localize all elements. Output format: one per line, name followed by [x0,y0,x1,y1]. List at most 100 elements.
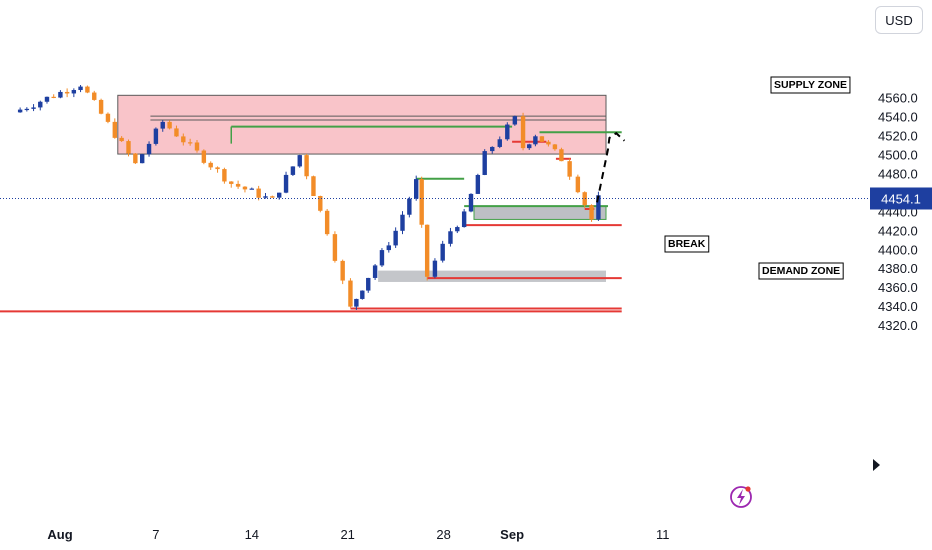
currency-button[interactable]: USD [875,6,923,34]
candle-body [596,195,601,220]
candle-body [455,227,460,232]
candle-body [85,86,90,93]
candle-body [372,265,378,278]
candle-body [490,146,495,152]
candle-body [167,121,172,129]
candle-body [242,186,248,190]
supply-zone-label-box [770,76,851,94]
candle-body [424,224,430,277]
candle-body [340,260,345,281]
x-tick-label: 28 [436,527,450,542]
candle-body [222,169,227,182]
candle-body [366,277,371,291]
break-label: BREAK [668,238,706,250]
candle-body [270,196,275,198]
gray-zone-rect [378,270,606,282]
candle-body [575,176,581,193]
supply-zone-label: SUPPLY ZONE [774,79,847,91]
candle-body [160,121,165,129]
candle-body [360,290,365,299]
candle-body [119,137,124,142]
x-tick-label: 7 [152,527,159,542]
candle-body [249,188,254,190]
candle-body [311,176,316,196]
candle-body [527,144,532,149]
candle-body [31,107,36,109]
candle-body [546,141,551,145]
demand-zone-label-box [758,262,844,280]
candle-body [201,150,207,163]
candle-body [393,230,398,246]
candle-body [112,121,117,138]
candle-body [78,86,83,91]
candle-body [38,101,43,108]
candle-body [440,243,445,261]
scroll-right-icon[interactable] [873,459,880,471]
x-tick-label: 11 [656,527,670,542]
candle-body [24,108,30,111]
y-tick-label: 4540.0 [878,110,918,125]
candle-body [589,205,594,220]
candle-body [51,96,56,99]
candle-body [133,153,138,164]
candle-body [229,181,234,184]
candle-body [379,250,385,266]
y-tick-label: 4480.0 [878,166,918,181]
candle-body [64,91,70,94]
candle-body [181,136,186,143]
candle-body [105,113,111,122]
candle-body [533,136,538,145]
candle-body [461,211,467,228]
candle-body [448,231,453,244]
supply-zone-rect [117,94,607,155]
axis-layer: 4560.04540.04520.04500.04480.04460.04440… [47,91,932,542]
candles-layer [17,84,601,310]
candle-body [539,136,545,142]
candle-body [208,162,213,168]
candle-body [324,210,330,235]
candle-body [17,109,23,113]
candle-body [475,174,481,194]
candle-body [297,155,302,167]
candle-body [92,92,97,100]
candle-body [174,128,179,137]
candle-body [505,124,510,140]
candle-body [235,183,241,187]
candle-body [256,188,261,198]
candle-body [482,151,487,175]
x-tick-label: Aug [47,527,72,542]
y-tick-label: 4560.0 [878,91,918,106]
candle-body [407,198,412,215]
candle-body [58,91,63,98]
candle-body [552,144,558,150]
y-tick-label: 4320.0 [878,318,918,333]
lines-layer [0,125,622,313]
bolt-icon[interactable] [730,486,752,508]
candle-body [582,192,587,206]
candle-body [283,174,289,193]
candle-body [263,196,268,198]
y-tick-label: 4500.0 [878,148,918,163]
candle-body [386,245,391,251]
candle-body [290,166,296,175]
candle-body [520,116,526,149]
candle-body [146,143,152,155]
candle-body [277,192,282,198]
candle-body [304,155,309,177]
candle-body [419,179,424,225]
y-tick-label: 4420.0 [878,223,918,238]
demand-zone-label: DEMAND ZONE [762,265,840,277]
last-price-value: 4454.1 [881,191,921,206]
candle-body [126,141,131,154]
last-price-tag [870,187,932,210]
candle-body [215,167,220,170]
candle-body [44,96,50,102]
candle-body [318,195,323,211]
zones-layer [117,94,607,282]
y-tick-label: 4520.0 [878,129,918,144]
candle-body [98,99,104,114]
candle-body [432,260,438,277]
candle-body [354,298,359,307]
projection-path [596,131,626,203]
